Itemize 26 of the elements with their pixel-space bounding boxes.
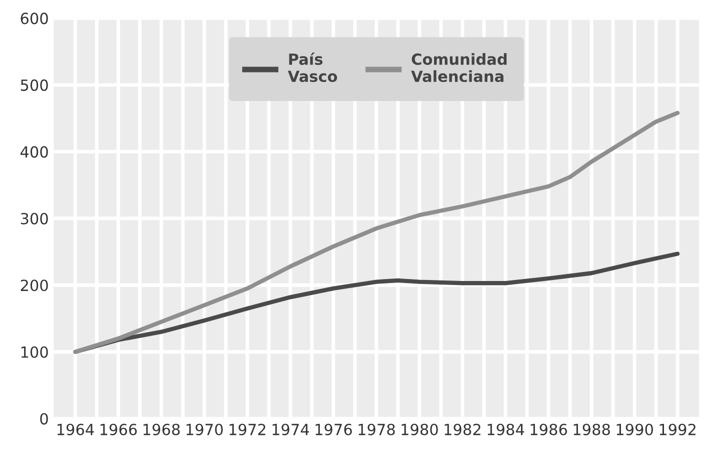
x-tick-label: 1964: [58, 424, 94, 436]
x-tick-label: 1974: [272, 424, 309, 436]
line-series: [73, 252, 680, 354]
y-tick-label: 400: [20, 146, 48, 158]
x-tick-label: 1990: [616, 424, 653, 436]
x-tick-label: 1984: [488, 424, 524, 436]
x-tick-label: 1976: [316, 424, 352, 436]
y-tick-label: 500: [20, 79, 48, 91]
x-tick-label: 1970: [186, 424, 223, 436]
legend-label: País Vasco: [288, 52, 338, 82]
y-tick-label: 0: [40, 413, 48, 425]
y-tick-label: 100: [21, 346, 48, 358]
y-tick-label: 200: [20, 280, 48, 292]
line-series: [73, 110, 680, 354]
legend-label: Comunidad Valenciana: [411, 53, 507, 82]
x-tick-label: 1972: [230, 424, 266, 436]
x-tick-label: 1980: [402, 424, 438, 436]
x-tick-label: 1992: [660, 424, 696, 436]
y-tick-label: 600: [20, 12, 48, 24]
x-tick-label: 1982: [444, 424, 480, 436]
x-tick-label: 1978: [358, 424, 395, 436]
x-tick-label: 1966: [100, 424, 137, 436]
x-tick-label: 1988: [574, 424, 610, 436]
x-tick-label: 1968: [144, 424, 180, 436]
y-tick-label: 300: [20, 212, 48, 224]
x-tick-label: 1986: [530, 424, 567, 436]
